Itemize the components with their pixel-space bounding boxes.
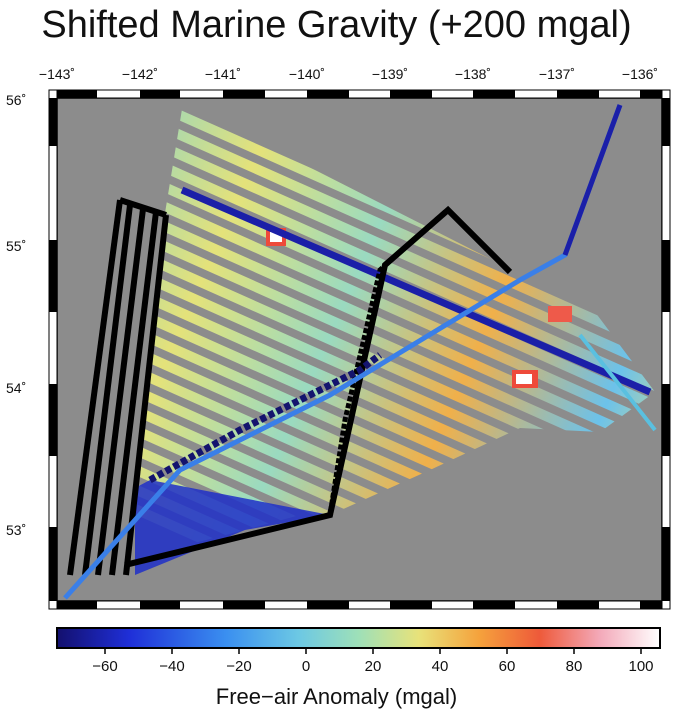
colorbar-label: 60 — [498, 658, 516, 675]
ship-track — [180, 186, 652, 396]
lon-tick-label: −140˚ — [288, 66, 326, 82]
colorbar-label: −20 — [226, 658, 252, 675]
colorbar-label: 80 — [565, 658, 583, 675]
map-title: Shifted Marine Gravity (+200 mgal) — [41, 4, 632, 46]
map-border — [48, 89, 671, 610]
anomaly-hotspot — [548, 306, 572, 322]
colorbar-ticks — [104, 648, 642, 654]
lon-tick-label: −139˚ — [371, 66, 409, 82]
lat-tick-label: 55˚ — [6, 238, 27, 254]
colorbar-label: 0 — [301, 658, 311, 675]
colorbar-label: −40 — [159, 658, 185, 675]
lon-tick-label: −138˚ — [454, 66, 492, 82]
ship-track-transit — [578, 333, 657, 432]
colorbar-label: 40 — [431, 658, 449, 675]
colorbar — [56, 627, 661, 649]
colorbar-label: −60 — [92, 658, 118, 675]
colorbar-label: 20 — [364, 658, 382, 675]
ship-track-central — [327, 210, 447, 516]
colorbar-label: 100 — [628, 658, 654, 675]
lon-tick-label: −136˚ — [621, 66, 659, 82]
lat-tick-label: 54˚ — [6, 380, 27, 396]
ship-track-west — [67, 197, 169, 576]
lon-tick-label: −143˚ — [38, 66, 76, 82]
anomaly-hotspot — [516, 374, 532, 384]
anomaly-hotspot — [270, 232, 282, 242]
ship-track-transit — [562, 104, 623, 256]
colorbar-title: Free−air Anomaly (mgal) — [215, 684, 458, 709]
ship-track-transit — [148, 352, 383, 484]
lat-tick-label: 56˚ — [6, 92, 27, 108]
lat-tick-label: 53˚ — [6, 522, 27, 538]
lon-tick-label: −141˚ — [204, 66, 242, 82]
lon-tick-label: −142˚ — [121, 66, 159, 82]
lon-tick-label: −137˚ — [538, 66, 576, 82]
